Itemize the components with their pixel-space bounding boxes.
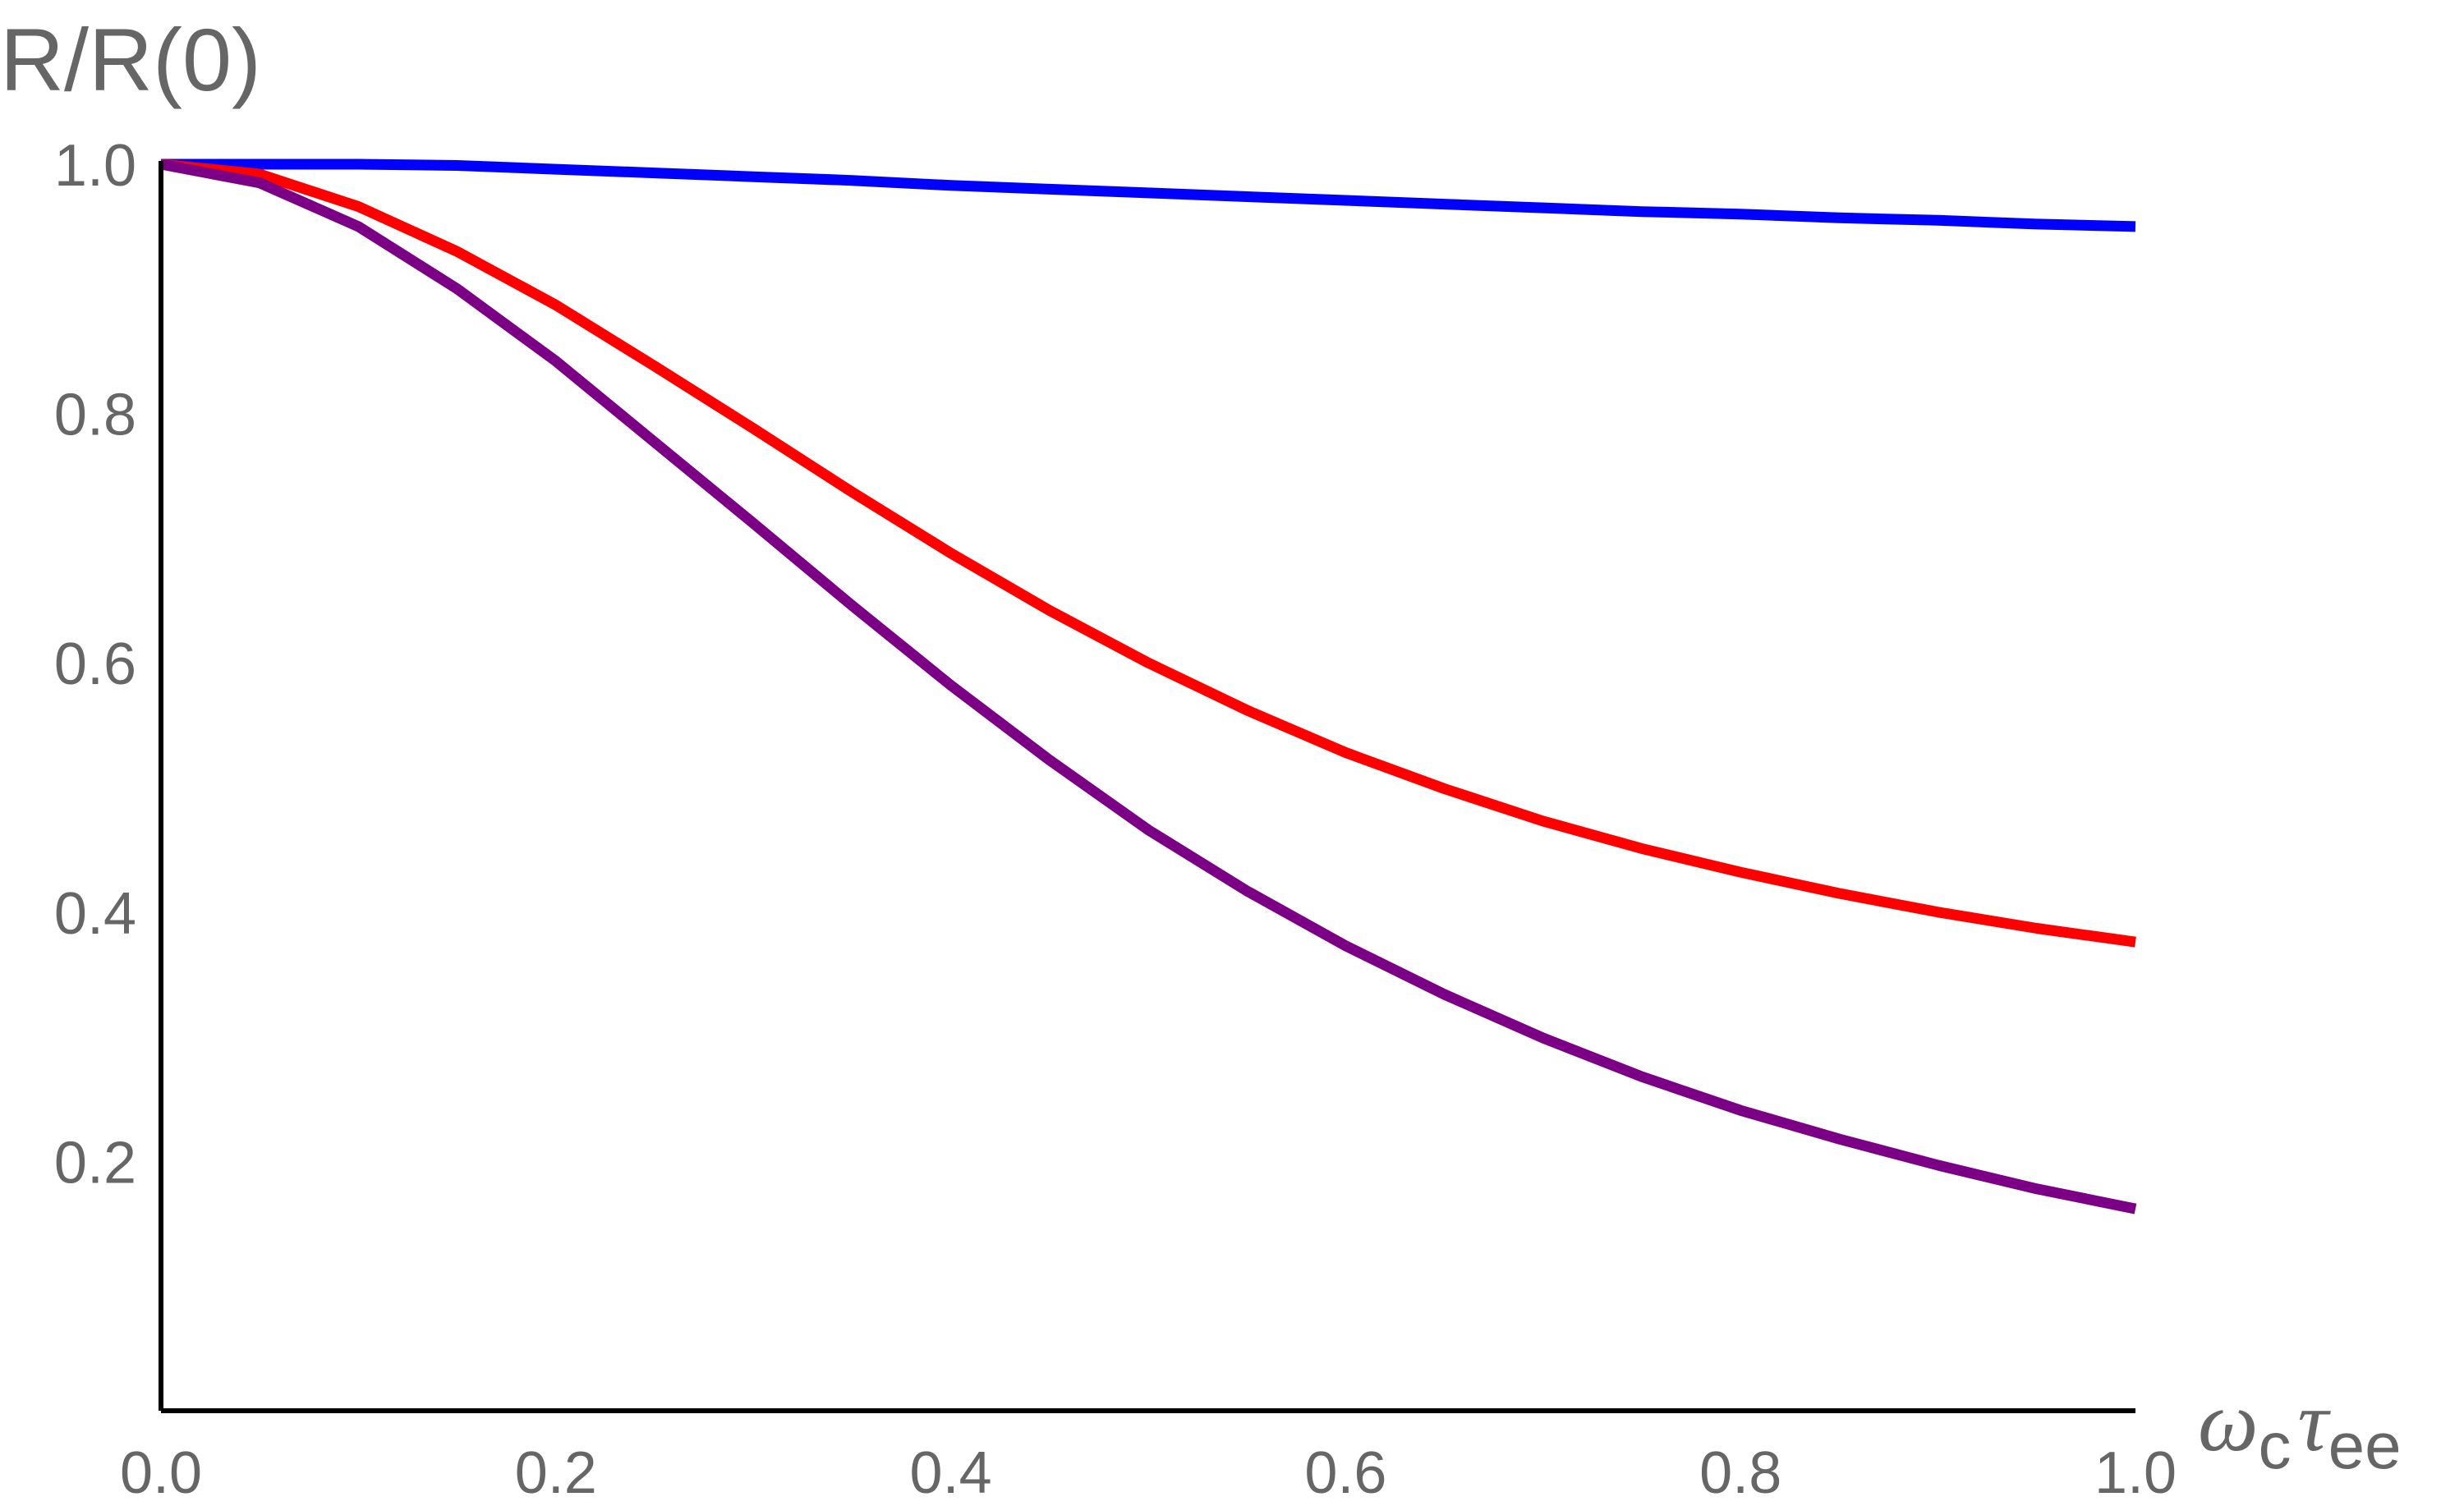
x-tick-label: 1.0 (2094, 1440, 2177, 1506)
x-axis-subscript-c: c (2258, 1409, 2291, 1482)
y-tick-label: 1.0 (54, 133, 136, 199)
x-tick-label: 0.4 (910, 1440, 992, 1506)
x-axis-title: ωcτee (2198, 1375, 2402, 1482)
y-tick-label: 0.2 (54, 1130, 136, 1196)
series-layer (159, 158, 2137, 1214)
series-line-3 (159, 158, 2137, 1214)
x-axis-subscript-ee: ee (2328, 1409, 2402, 1482)
series-line-1 (161, 158, 2136, 232)
series-line-2 (160, 158, 2136, 948)
y-tick-label: 0.8 (54, 383, 136, 448)
x-axis-symbol-tau: τ (2297, 1375, 2331, 1469)
axes-layer (159, 161, 2135, 1413)
y-tick-label: 0.4 (54, 881, 136, 947)
x-tick-label: 0.8 (1699, 1440, 1781, 1506)
x-tick-label: 0.6 (1304, 1440, 1386, 1506)
y-axis-title: R/R(0) (0, 10, 261, 109)
x-tick-label: 0.2 (515, 1440, 597, 1506)
tick-layer: 0.0 0.2 0.4 0.6 0.8 1.0 0.2 0.4 0.6 0.8 1.0 (54, 133, 2177, 1506)
x-tick-label: 0.0 (120, 1440, 202, 1506)
y-tick-label: 0.6 (54, 631, 136, 697)
x-axis-symbol-omega: ω (2198, 1375, 2258, 1469)
